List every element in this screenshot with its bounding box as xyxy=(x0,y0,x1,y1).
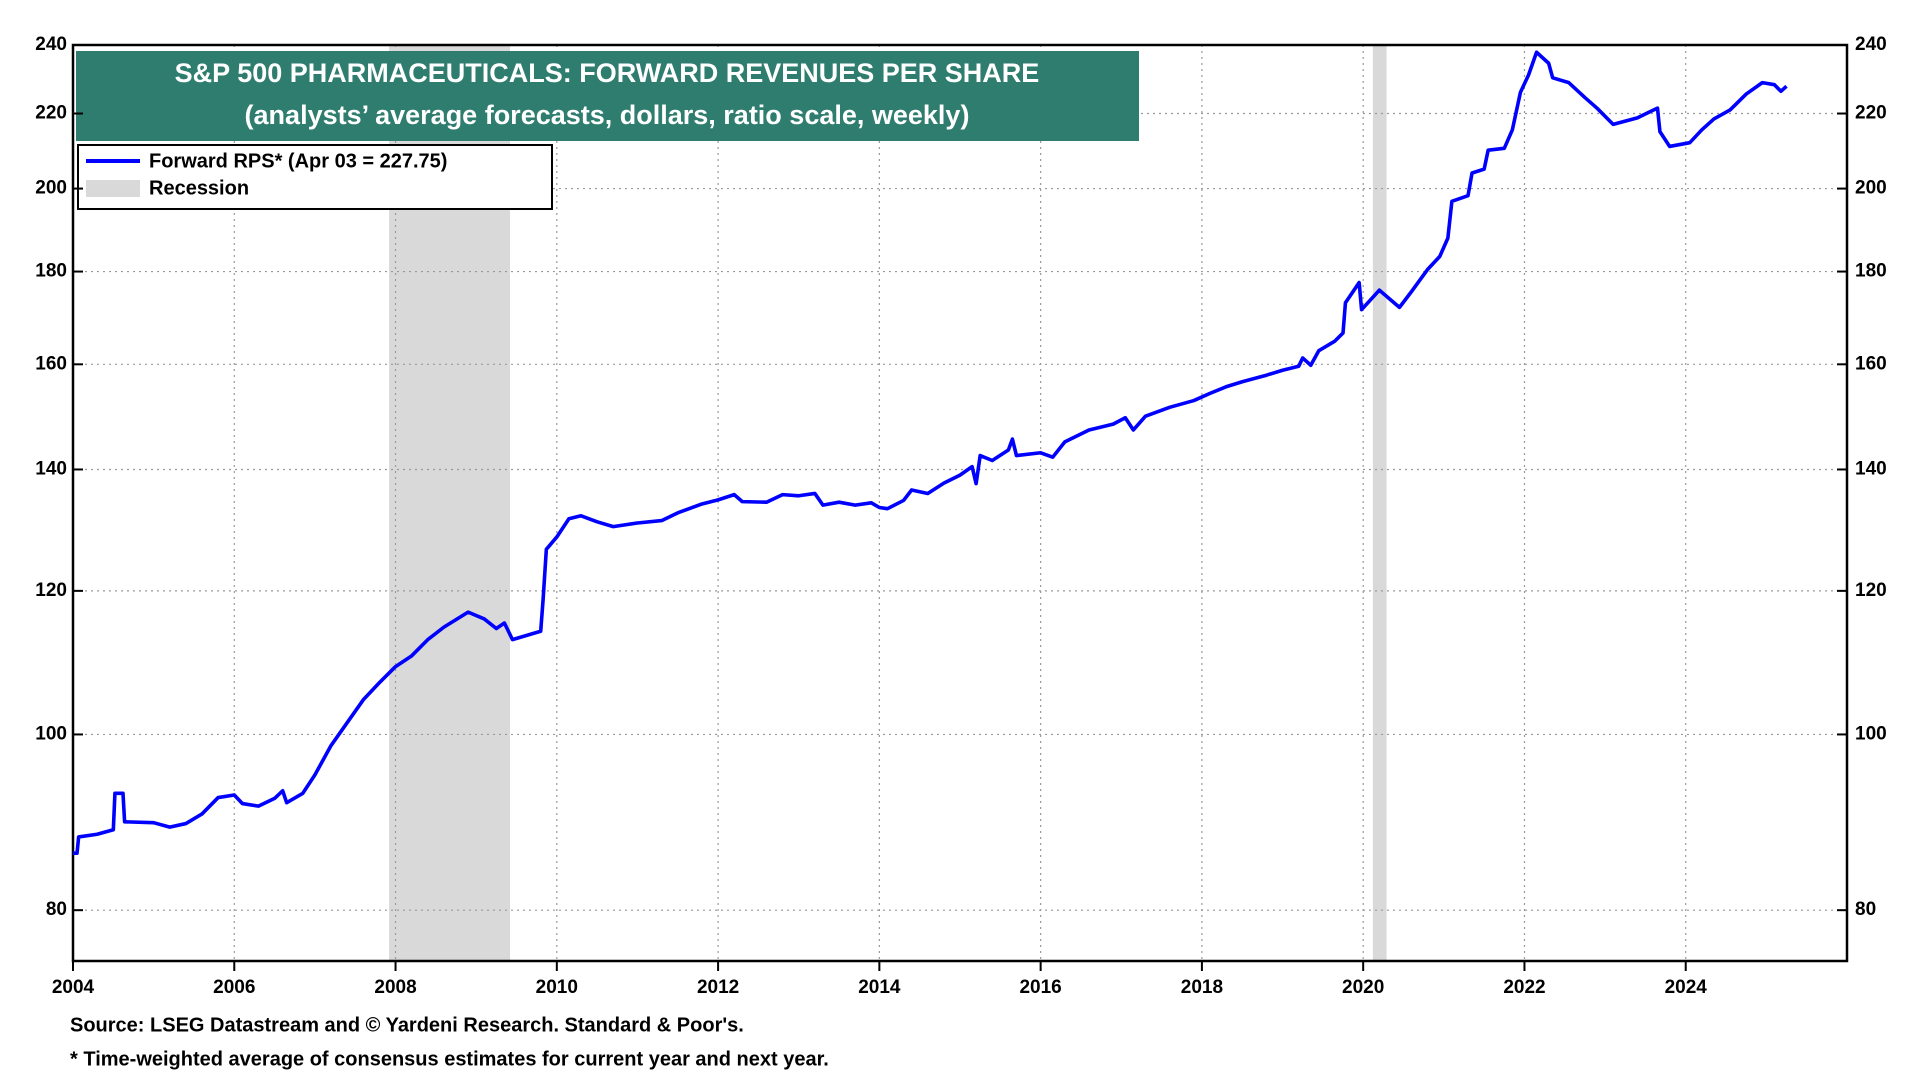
y2-tick-label: 140 xyxy=(1855,458,1887,479)
y2-tick-label: 180 xyxy=(1855,261,1887,282)
y-tick-label: 100 xyxy=(35,723,67,744)
source-note: Source: LSEG Datastream and © Yardeni Re… xyxy=(70,1014,744,1036)
x-tick-label: 2020 xyxy=(1342,977,1384,998)
data-line xyxy=(73,50,1788,856)
y-tick-label: 220 xyxy=(35,103,67,124)
y2-tick-label: 220 xyxy=(1855,103,1887,124)
y-tick-label: 140 xyxy=(35,458,67,479)
y-tick-label: 120 xyxy=(35,580,67,601)
y-tick-label: 160 xyxy=(35,353,67,374)
x-tick-label: 2024 xyxy=(1665,977,1708,998)
x-tick-label: 2004 xyxy=(52,977,95,998)
y2-tick-label: 120 xyxy=(1855,580,1887,601)
legend-label: Forward RPS* (Apr 03 = 227.75) xyxy=(149,150,447,172)
y2-tick-label: 80 xyxy=(1855,899,1876,920)
chart-title: S&P 500 PHARMACEUTICALS: FORWARD REVENUE… xyxy=(175,58,1040,88)
y-tick-label: 240 xyxy=(35,34,67,55)
x-tick-label: 2008 xyxy=(374,977,416,998)
x-tick-label: 2006 xyxy=(213,977,255,998)
footnote: * Time-weighted average of consensus est… xyxy=(70,1048,829,1070)
x-tick-label: 2014 xyxy=(858,977,901,998)
chart-subtitle: (analysts’ average forecasts, dollars, r… xyxy=(245,100,970,130)
title-box xyxy=(76,51,1139,141)
x-tick-label: 2022 xyxy=(1503,977,1545,998)
x-tick-label: 2016 xyxy=(1019,977,1061,998)
plot-frame xyxy=(71,43,1849,963)
legend-label: Recession xyxy=(149,177,249,199)
legend-box xyxy=(77,144,553,210)
y2-tick-label: 160 xyxy=(1855,353,1887,374)
x-tick-label: 2018 xyxy=(1181,977,1223,998)
y2-tick-label: 100 xyxy=(1855,723,1887,744)
x-tick-label: 2010 xyxy=(536,977,578,998)
y-tick-label: 80 xyxy=(46,899,67,920)
y2-tick-label: 240 xyxy=(1855,34,1887,55)
y-tick-label: 180 xyxy=(35,261,67,282)
x-tick-label: 2012 xyxy=(697,977,739,998)
y-tick-label: 200 xyxy=(35,178,67,199)
legend-swatch xyxy=(86,180,140,197)
y2-tick-label: 200 xyxy=(1855,178,1887,199)
recession-band xyxy=(1372,45,1387,961)
